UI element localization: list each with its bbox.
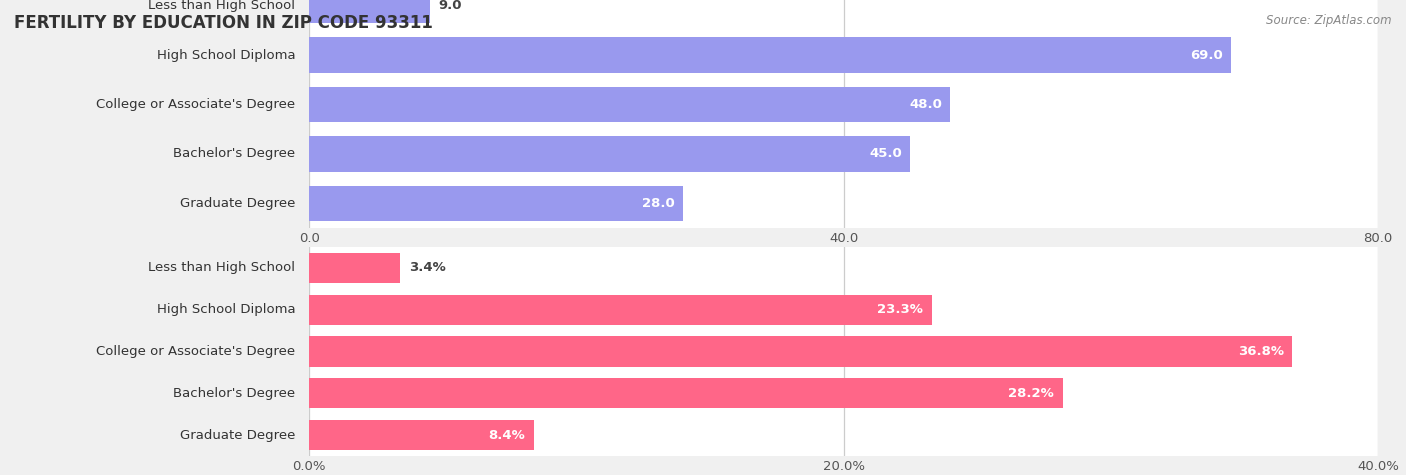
Text: Source: ZipAtlas.com: Source: ZipAtlas.com (1267, 14, 1392, 27)
Bar (309, 331, 1378, 372)
Text: FERTILITY BY EDUCATION IN ZIP CODE 93311: FERTILITY BY EDUCATION IN ZIP CODE 93311 (14, 14, 433, 32)
Bar (309, 30, 1378, 80)
Text: 28.0: 28.0 (643, 197, 675, 210)
Bar (309, 247, 1378, 289)
Bar (309, 253, 401, 283)
Text: 48.0: 48.0 (910, 98, 942, 111)
Bar (309, 80, 1378, 129)
Bar (309, 372, 1378, 414)
Bar (309, 0, 430, 23)
Bar (309, 186, 683, 221)
Bar (309, 179, 1378, 228)
Text: High School Diploma: High School Diploma (156, 303, 295, 316)
Bar (309, 378, 1063, 408)
Bar (309, 129, 1378, 179)
Text: Graduate Degree: Graduate Degree (180, 428, 295, 442)
Bar (309, 336, 1292, 367)
Bar (309, 420, 534, 450)
Text: Graduate Degree: Graduate Degree (180, 197, 295, 210)
Text: Bachelor's Degree: Bachelor's Degree (173, 147, 295, 161)
Text: College or Associate's Degree: College or Associate's Degree (96, 345, 295, 358)
Text: College or Associate's Degree: College or Associate's Degree (96, 98, 295, 111)
Text: 45.0: 45.0 (869, 147, 901, 161)
Text: 28.2%: 28.2% (1008, 387, 1054, 400)
Bar (309, 289, 1378, 331)
Text: 69.0: 69.0 (1189, 48, 1222, 62)
Text: 36.8%: 36.8% (1237, 345, 1284, 358)
Text: Less than High School: Less than High School (148, 261, 295, 275)
Bar (309, 414, 1378, 456)
Text: Bachelor's Degree: Bachelor's Degree (173, 387, 295, 400)
Bar (309, 0, 1378, 30)
Text: 9.0: 9.0 (439, 0, 461, 12)
Bar (309, 294, 932, 325)
Text: 3.4%: 3.4% (409, 261, 446, 275)
Bar (309, 87, 950, 122)
Text: 23.3%: 23.3% (877, 303, 924, 316)
Text: Less than High School: Less than High School (148, 0, 295, 12)
Bar (309, 38, 1232, 73)
Text: High School Diploma: High School Diploma (156, 48, 295, 62)
Bar (309, 136, 911, 171)
Text: 8.4%: 8.4% (488, 428, 526, 442)
